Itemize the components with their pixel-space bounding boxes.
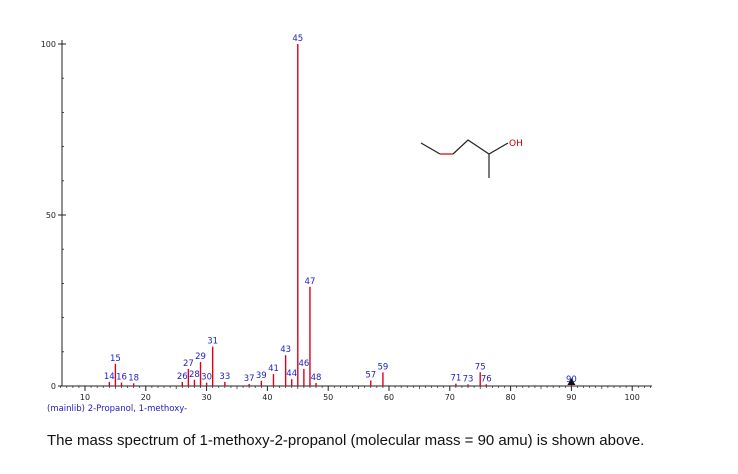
- peak-label: 59: [378, 362, 389, 372]
- peak-label: 30: [201, 373, 212, 383]
- x-tick-label: 20: [141, 393, 151, 402]
- x-tick-label: 90: [566, 393, 576, 402]
- peak-bars: [108, 44, 576, 386]
- peak-label: 48: [311, 373, 322, 383]
- peak-label: 26: [177, 372, 188, 382]
- peak-label: 47: [305, 277, 316, 287]
- x-tick-label: 70: [445, 393, 455, 402]
- library-label: (mainlib) 2-Propanol, 1-methoxy-: [47, 404, 187, 414]
- x-tick-label: 10: [80, 393, 90, 402]
- y-tick-label: 0: [51, 382, 56, 391]
- peak-label: 44: [286, 369, 297, 379]
- peak-label: 28: [189, 370, 200, 380]
- peak-label: 33: [219, 372, 230, 382]
- peak-label: 29: [195, 352, 206, 362]
- y-tick-label: 50: [46, 211, 56, 220]
- chart-axes: 0 50 100 10 20 30 40 50 60 70 80 90 100: [41, 40, 652, 402]
- x-tick-label: 30: [202, 393, 212, 402]
- peak-label: 57: [365, 371, 376, 381]
- peak-label: 76: [481, 374, 492, 384]
- caption-text: The mass spectrum of 1-methoxy-2-propano…: [47, 432, 645, 449]
- peak-label: 90: [566, 375, 577, 385]
- x-tick-label: 80: [506, 393, 516, 402]
- peak-label: 45: [292, 34, 303, 44]
- peak-label: 16: [116, 373, 127, 383]
- peak-label: 43: [280, 345, 291, 355]
- x-tick-label: 40: [262, 393, 272, 402]
- molecular-ion-marker: [567, 378, 576, 385]
- peak-label: 14: [104, 372, 115, 382]
- peak-label: 39: [256, 371, 267, 381]
- peak-label: 15: [110, 354, 121, 364]
- structure-bonds: [420, 139, 509, 178]
- x-tick-label: 50: [323, 393, 333, 402]
- peak-label: 41: [268, 364, 279, 374]
- peak-label: 31: [207, 337, 218, 347]
- peak-label: 71: [450, 374, 461, 384]
- peak-label: 37: [244, 374, 255, 384]
- x-tick-label: 60: [384, 393, 394, 402]
- peak-label: 27: [183, 359, 194, 369]
- peak-label: 46: [298, 359, 309, 369]
- peak-label: 18: [128, 373, 139, 383]
- molecule-structure: OH: [420, 139, 523, 178]
- x-tick-label: 100: [625, 393, 640, 402]
- y-tick-label: 100: [41, 40, 56, 49]
- peak-label: 75: [475, 362, 486, 372]
- hydroxyl-label: OH: [509, 139, 523, 149]
- peak-label: 73: [463, 374, 474, 384]
